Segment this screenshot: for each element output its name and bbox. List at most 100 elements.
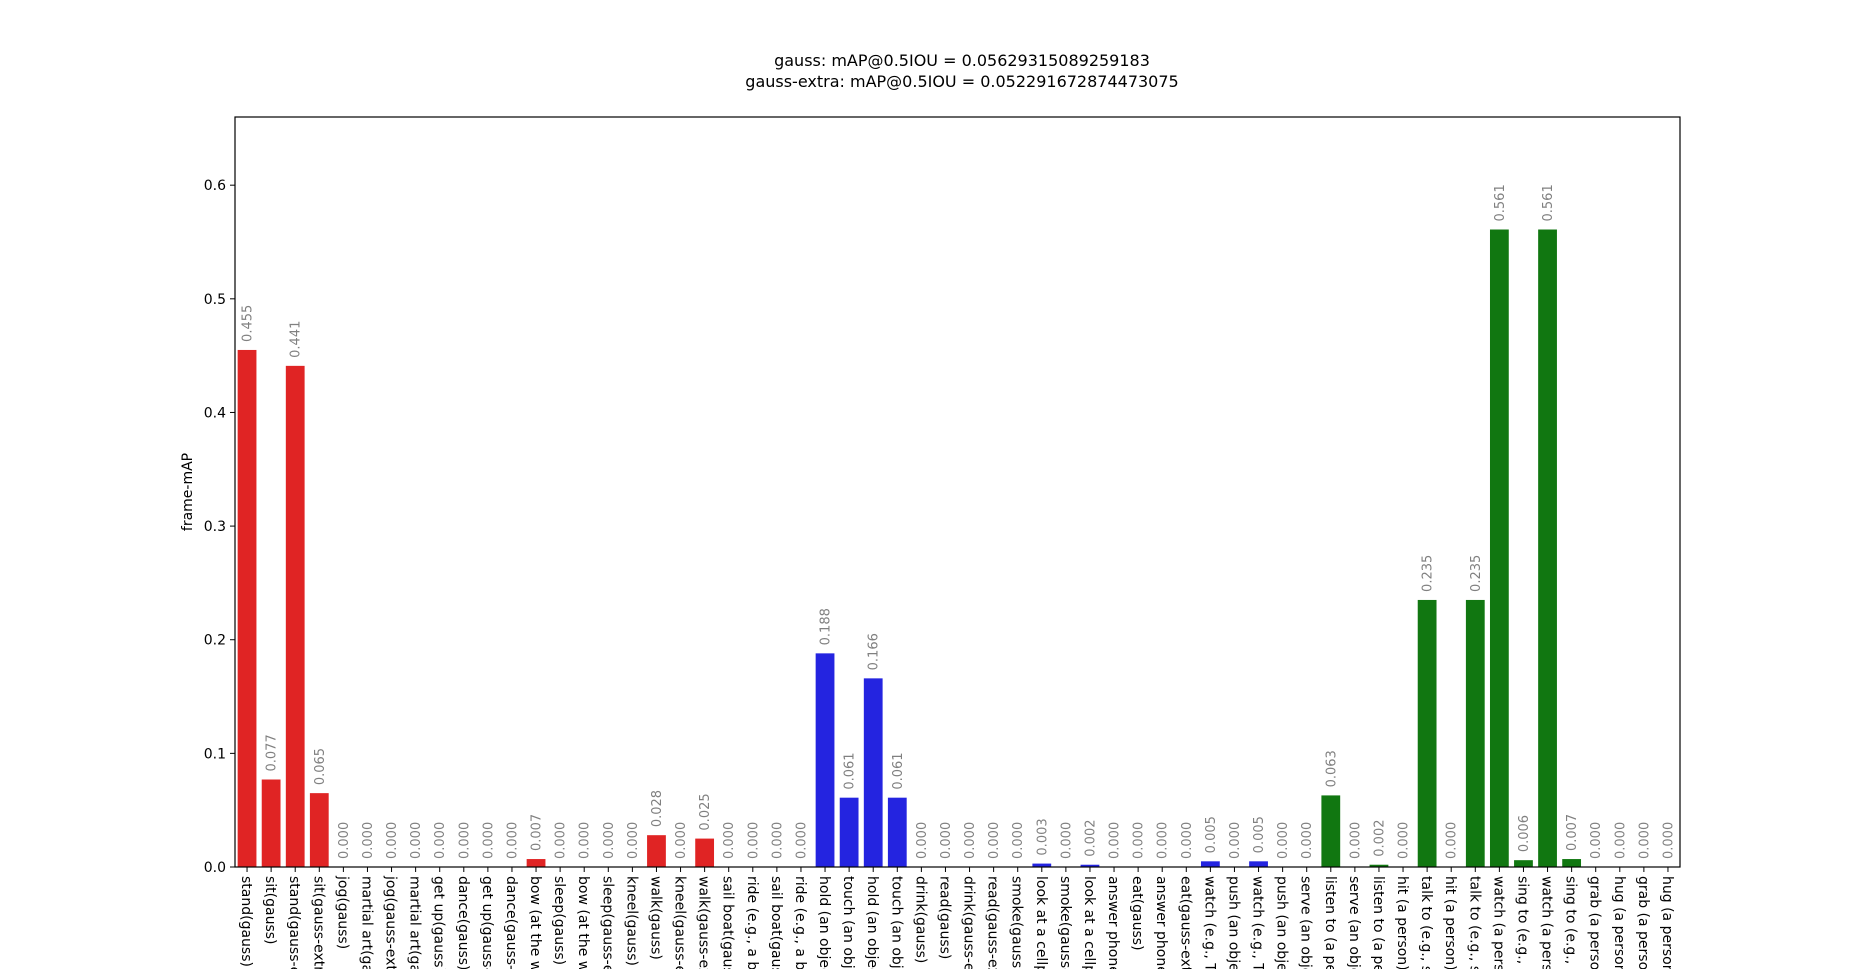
y-tick-label: 0.5 <box>204 292 226 308</box>
chart-title-line-1: gauss: mAP@0.5IOU = 0.05629315089259183 <box>774 51 1150 70</box>
bar-value-label: 0.005 <box>1252 816 1267 853</box>
x-tick-label: get up(gauss- <box>479 876 495 969</box>
bar <box>887 797 907 867</box>
value-labels-group: 0.455 0.077 0.441 0.065 0.000 0.000 0.000 0.000… <box>241 184 1677 859</box>
x-tick-label: push (an obje <box>1225 876 1241 969</box>
x-tick-label: eat(gauss) <box>1129 876 1145 951</box>
y-tick-label: 0.4 <box>204 405 226 421</box>
x-tick-label: walk(gauss-ex <box>696 876 712 969</box>
bar-value-label: 0.002 <box>1372 820 1387 857</box>
bar-value-label: 0.000 <box>1108 822 1123 859</box>
bar-value-label: 0.000 <box>457 822 472 859</box>
x-tick-label: grab (a perso <box>1587 876 1603 969</box>
bar-value-label: 0.235 <box>1421 555 1436 592</box>
x-tick-label: sleep(gauss-e <box>599 876 615 969</box>
bar <box>839 797 859 867</box>
x-tick-label: read(gauss-ex <box>985 876 1001 969</box>
x-tick-label: drink(gauss) <box>912 876 928 963</box>
bar-value-label: 0.000 <box>987 822 1002 859</box>
x-tick-label: answer phone <box>1153 876 1169 969</box>
x-tick-label: look at a cellp <box>1081 876 1097 969</box>
bar-value-label: 0.235 <box>1469 555 1484 592</box>
bar-value-label: 0.000 <box>1011 822 1026 859</box>
x-tick-label: drink(gauss-e <box>961 876 977 969</box>
x-tick-label: stand(gauss) <box>238 876 254 967</box>
x-tick-label: bow (at the w <box>527 876 543 969</box>
bar-value-label: 0.166 <box>867 633 882 670</box>
bar-value-label: 0.000 <box>433 822 448 859</box>
x-tick-label: watch (a pers <box>1490 876 1506 969</box>
bar <box>1200 861 1220 867</box>
bar-value-label: 0.007 <box>1565 814 1580 851</box>
x-tick-label: stand(gauss-e <box>286 876 302 969</box>
bar <box>1369 864 1389 867</box>
bar-value-label: 0.455 <box>241 305 256 342</box>
bar-value-label: 0.000 <box>1228 822 1243 859</box>
bar <box>526 859 546 867</box>
bar-value-label: 0.000 <box>337 822 352 859</box>
x-tick-label: get up(gauss) <box>431 876 447 969</box>
x-tick-label: listen to (a pe <box>1370 876 1386 969</box>
bar <box>285 365 305 867</box>
x-tick-label: sit(gauss-extr <box>310 876 326 969</box>
bar-value-label: 0.000 <box>1589 822 1604 859</box>
x-tick-label: answer phone <box>1105 876 1121 969</box>
x-tick-label: watch (e.g., T <box>1201 876 1217 969</box>
x-tick-label: smoke(gauss- <box>1057 876 1073 969</box>
bar-value-label: 0.000 <box>794 822 809 859</box>
x-tick-label: jog(gauss-ext <box>383 875 399 969</box>
bar-value-label: 0.000 <box>1276 822 1291 859</box>
x-tick-label: walk(gauss) <box>647 876 663 960</box>
y-axis-label: frame-mAP <box>180 453 196 531</box>
bar <box>815 653 835 867</box>
bar-value-label: 0.000 <box>746 822 761 859</box>
x-axis: stand(gauss) sit(gauss) stand(gauss-e sit(g… <box>238 867 1675 973</box>
bar-value-label: 0.000 <box>1132 822 1147 859</box>
x-tick-label: dance(gauss) <box>455 876 471 969</box>
x-tick-label: listen to (a pe <box>1322 876 1338 969</box>
x-tick-label: hit (a person) <box>1442 876 1458 969</box>
bar <box>1249 861 1268 867</box>
bar-value-label: 0.000 <box>674 822 689 859</box>
x-tick-label: dance(gauss-e <box>503 876 519 969</box>
bar <box>237 349 257 867</box>
y-axis: 0.0 0.1 0.2 0.3 0.4 0.5 0.6 <box>204 178 235 876</box>
bar <box>1417 599 1437 867</box>
x-tick-label: sail boat(gaus <box>720 876 736 969</box>
bar-value-label: 0.000 <box>1180 822 1195 859</box>
x-tick-label: hug (a person <box>1659 876 1675 969</box>
bar <box>1562 859 1582 867</box>
bar <box>1514 860 1533 867</box>
bar <box>1321 795 1341 867</box>
bar-value-label: 0.061 <box>843 752 858 789</box>
y-tick-label: 0.1 <box>204 746 226 762</box>
bar-value-label: 0.061 <box>891 752 906 789</box>
x-tick-label: martial art(ga <box>358 876 374 969</box>
bar <box>863 678 883 867</box>
x-tick-label: kneel(gauss-e <box>672 876 688 969</box>
bar-value-label: 0.025 <box>698 793 713 830</box>
x-tick-label: kneel(gauss) <box>623 876 639 966</box>
bar-value-label: 0.000 <box>626 822 641 859</box>
x-tick-label: serve (an obje <box>1298 876 1314 969</box>
bar-value-label: 0.000 <box>361 822 376 859</box>
plot-frame <box>234 116 1681 868</box>
bar-value-label: 0.000 <box>409 822 424 859</box>
chart-title-line-2: gauss-extra: mAP@0.5IOU = 0.052291672874… <box>745 72 1178 91</box>
bar-value-label: 0.000 <box>1300 822 1315 859</box>
bar-value-label: 0.063 <box>1324 750 1339 787</box>
bar-value-label: 0.000 <box>602 822 617 859</box>
x-tick-label: sit(gauss) <box>262 876 278 945</box>
x-tick-label: hit (a person) <box>1394 876 1410 969</box>
x-tick-label: bow (at the w <box>575 876 591 969</box>
x-tick-label: touch (an obje <box>888 876 904 969</box>
x-tick-label: eat(gauss-ext <box>1177 876 1193 969</box>
x-tick-label: hold (an objec <box>864 876 880 969</box>
x-tick-label: sleep(gauss) <box>551 876 567 965</box>
bar-value-label: 0.000 <box>963 822 978 859</box>
bar-value-label: 0.561 <box>1493 184 1508 221</box>
x-tick-label: jog(gauss) <box>334 875 350 949</box>
bar <box>1080 864 1100 867</box>
